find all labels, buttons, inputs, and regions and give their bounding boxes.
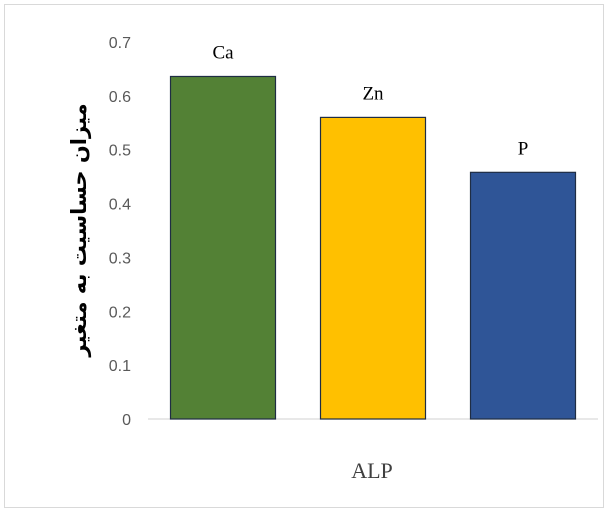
bar-ca — [169, 75, 277, 420]
bar-label-p: P — [518, 138, 529, 159]
bar-zn — [319, 116, 427, 420]
x-axis-label: ALP — [351, 458, 393, 483]
bar-label-ca: Ca — [212, 42, 234, 63]
y-tick-label: 0.6 — [109, 89, 131, 106]
y-tick-label: 0.5 — [109, 143, 131, 160]
bar-p — [469, 171, 577, 420]
y-axis-ticks: 0 0.1 0.2 0.3 0.4 0.5 0.6 0.7 — [109, 35, 131, 429]
y-tick-label: 0.1 — [109, 358, 131, 375]
y-tick-label: 0 — [122, 412, 131, 429]
y-tick-label: 0.7 — [109, 35, 131, 52]
bars — [169, 75, 577, 420]
y-tick-label: 0.3 — [109, 250, 131, 267]
y-tick-label: 0.2 — [109, 304, 131, 321]
y-tick-label: 0.4 — [109, 197, 131, 214]
bar-label-zn: Zn — [362, 83, 384, 104]
bar-labels: Ca Zn P — [212, 42, 528, 159]
y-axis-label: میزان حساسیت به متغیر — [67, 103, 91, 357]
